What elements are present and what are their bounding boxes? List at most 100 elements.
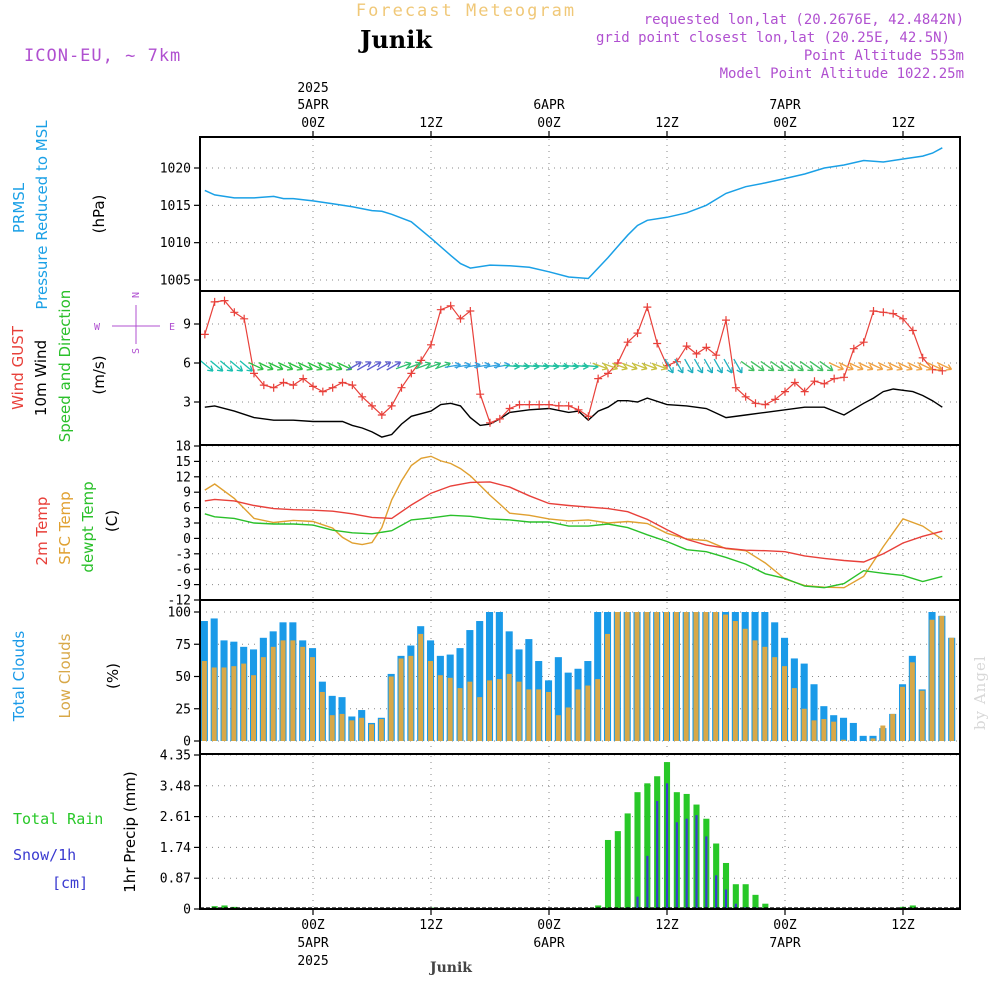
gust-marker	[859, 338, 868, 347]
gust-marker	[682, 342, 691, 351]
top-xlabel-hour-h12a: 12Z	[419, 116, 443, 131]
gust-marker	[486, 418, 494, 427]
top-xlabel-hour-d1: 00Z	[301, 116, 325, 131]
precip-ytick-label: 0	[183, 903, 191, 918]
bottom-xlabel-hour-h12a: 12Z	[419, 918, 443, 933]
low-cloud-bar	[742, 628, 748, 741]
low-cloud-bar	[900, 686, 906, 741]
wind-direction-arrow	[838, 362, 854, 371]
low-cloud-bar	[575, 689, 581, 741]
gust-marker	[220, 296, 229, 305]
low-cloud-bar	[595, 679, 601, 741]
wind-direction-arrow	[612, 362, 628, 371]
low-cloud-bar	[359, 717, 365, 741]
temp-ytick-label: 12	[175, 470, 191, 485]
top-xlabel-hour-d2: 00Z	[537, 116, 561, 131]
low-cloud-bar	[300, 646, 306, 741]
wind-direction-arrow	[684, 358, 694, 374]
wind-label-direction: Speed and Direction	[56, 290, 74, 443]
wind-direction-arrow	[297, 362, 313, 371]
gust-marker	[830, 374, 839, 383]
gust-marker	[289, 381, 298, 390]
low-cloud-bar	[565, 707, 571, 741]
low-cloud-bar	[870, 738, 876, 741]
footer-station-name: Junik	[428, 960, 472, 976]
wind-direction-arrow	[239, 360, 253, 372]
precip-label-unit: [cm]	[52, 874, 88, 892]
gust-marker	[505, 404, 514, 413]
pressure-ytick-label: 1005	[160, 274, 191, 289]
wind-direction-arrow	[347, 361, 362, 371]
gust-marker	[702, 343, 711, 352]
low-cloud-bar	[841, 739, 847, 741]
wind-direction-arrow	[621, 362, 638, 371]
wind-direction-arrow	[395, 361, 412, 370]
low-cloud-bar	[634, 612, 640, 741]
station-name: Junik	[358, 25, 433, 54]
gust-marker	[446, 301, 455, 310]
low-cloud-bar	[398, 658, 404, 741]
total-cloud-bar	[810, 684, 818, 741]
wind-direction-arrow	[248, 362, 264, 371]
compass-east: E	[169, 322, 175, 333]
gust-marker	[604, 369, 612, 378]
gust-marker	[938, 366, 947, 375]
gust-marker	[515, 400, 524, 409]
wind-direction-arrow	[887, 362, 903, 371]
wind-direction-arrow	[415, 361, 432, 370]
total-cloud-bar	[849, 722, 857, 741]
low-cloud-bar	[211, 667, 217, 741]
wind-direction-arrow	[819, 360, 834, 372]
wind-unit: (m/s)	[90, 355, 108, 394]
gust-marker	[731, 383, 740, 392]
gust-marker	[436, 305, 445, 314]
bottom-xlabel-date-d1: 5APR	[297, 936, 328, 951]
credit-watermark: by Angel	[971, 655, 989, 730]
wind-direction-arrow	[405, 361, 422, 370]
low-cloud-bar	[241, 663, 247, 741]
total-cloud-bar	[476, 621, 484, 741]
wind-direction-arrow	[258, 362, 274, 371]
wind-direction-arrow	[219, 360, 234, 372]
wind-direction-arrow	[317, 362, 333, 371]
low-cloud-bar	[683, 612, 689, 741]
low-cloud-bar	[221, 667, 227, 741]
gust-marker	[692, 349, 701, 358]
snow-bar	[665, 783, 669, 909]
low-cloud-bar	[487, 680, 493, 741]
temp-label-dewpt: dewpt Temp	[79, 481, 97, 572]
low-cloud-bar	[801, 708, 807, 741]
temp-ytick-label: 18	[175, 440, 191, 455]
top-xlabel-hour-h12c: 12Z	[891, 116, 915, 131]
low-cloud-bar	[821, 719, 827, 741]
wind-direction-arrow	[897, 362, 913, 371]
wind-direction-arrow	[366, 361, 382, 371]
low-cloud-bar	[614, 612, 620, 741]
gust-marker	[564, 401, 573, 410]
snow-bar	[695, 815, 698, 909]
rain-bar	[722, 862, 730, 909]
precip-label-snow: Snow/1h	[13, 846, 76, 864]
gust-marker	[918, 353, 927, 362]
compass-west: W	[94, 322, 101, 333]
low-cloud-bar	[378, 719, 384, 741]
bottom-xlabel-hour-h12b: 12Z	[655, 918, 679, 933]
gust-marker	[889, 309, 898, 318]
gust-marker	[417, 356, 426, 365]
wind-direction-arrow	[229, 360, 244, 372]
low-cloud-bar	[270, 646, 276, 741]
bottom-xlabel-date-d3: 7APR	[769, 936, 800, 951]
gust-marker	[495, 414, 504, 423]
low-cloud-bar	[467, 681, 473, 741]
low-cloud-bar	[673, 612, 679, 741]
compass-rose: N W E S	[94, 292, 175, 354]
compass-north: N	[131, 292, 142, 298]
low-cloud-bar	[319, 691, 325, 741]
gust-marker	[397, 383, 406, 392]
low-cloud-bar	[919, 690, 925, 741]
low-cloud-bar	[310, 657, 316, 741]
top-xlabel-hour-d3: 00Z	[773, 116, 797, 131]
gust-marker	[328, 383, 337, 392]
low-cloud-bar	[428, 661, 434, 741]
top-xlabel-year-d1: 2025	[297, 81, 328, 96]
